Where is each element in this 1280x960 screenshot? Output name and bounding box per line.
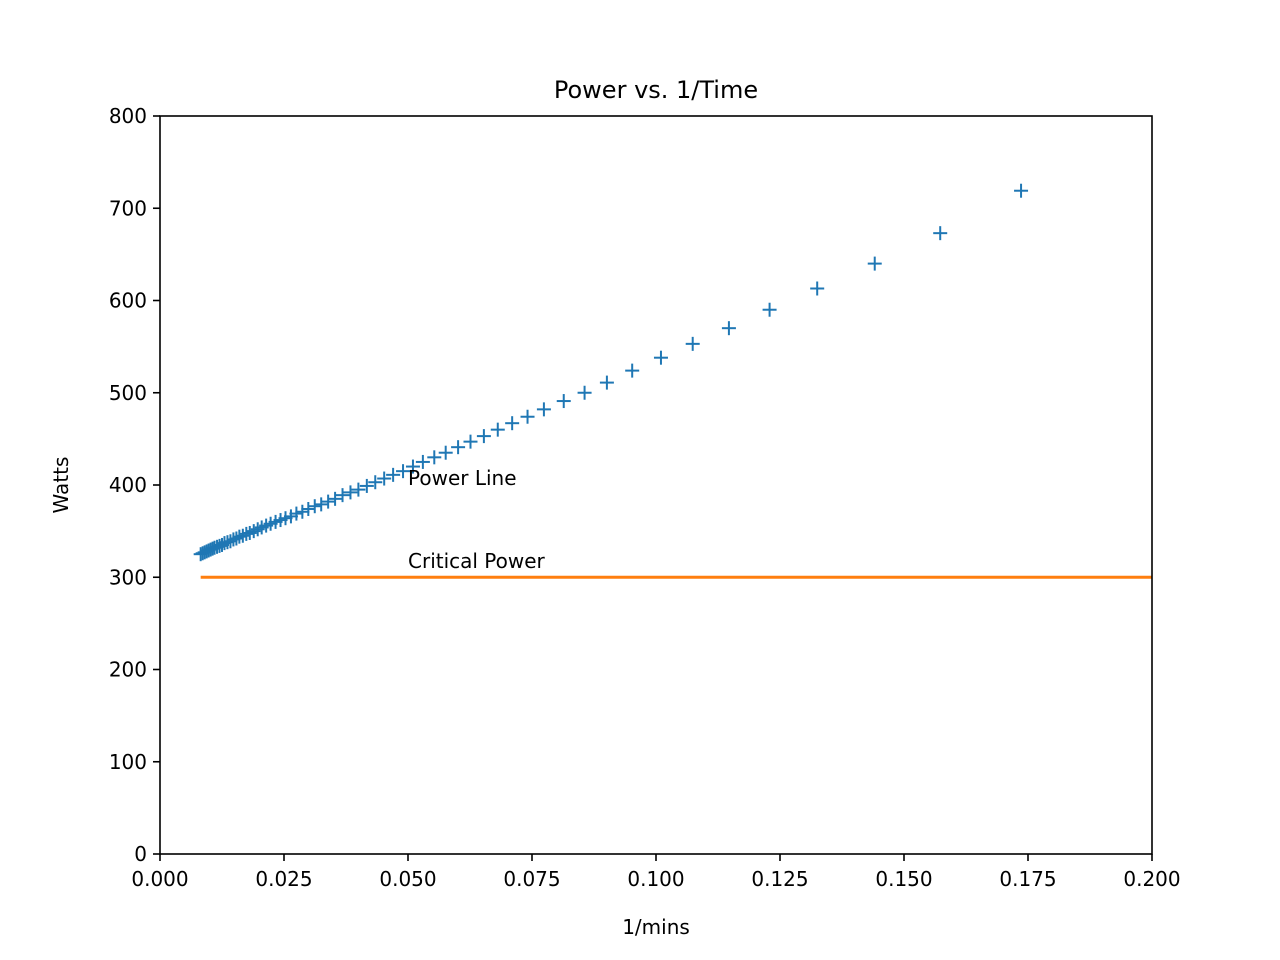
data-point [229,531,244,546]
y-tick-label: 600 [109,289,147,313]
annotation-label: Power Line [408,466,517,490]
data-point [762,302,777,317]
data-point [301,501,316,516]
data-point [867,256,882,271]
y-axis: 0 100 200 300 400 500 600 700 800 [109,104,160,866]
x-axis: 0.000 0.025 0.050 0.075 0.100 0.125 0.150 0.175… [131,854,1181,891]
data-point [351,482,366,497]
data-point [427,450,442,465]
data-point [405,459,420,474]
data-point [307,499,322,514]
data-point [396,464,411,479]
x-tick-label: 0.200 [1123,867,1180,891]
data-point [328,491,343,506]
y-tick-label: 200 [109,658,147,682]
x-tick-label: 0.075 [503,867,560,891]
data-point [321,494,336,509]
data-point [377,471,392,486]
plot-frame [159,115,1153,855]
data-point [223,534,238,549]
y-tick-label: 400 [109,473,147,497]
y-tick-label: 800 [109,104,147,128]
data-point [520,409,535,424]
y-tick-label: 300 [109,565,147,589]
data-point [810,281,825,296]
data-point [235,528,250,543]
data-point [335,488,350,503]
data-point [556,394,571,409]
y-tick-label: 700 [109,196,147,220]
x-tick-label: 0.175 [999,867,1056,891]
x-tick-label: 0.000 [131,867,188,891]
y-tick-label: 500 [109,381,147,405]
data-point [721,321,736,336]
data-point [685,336,700,351]
data-point [933,226,948,241]
data-point [505,416,520,431]
x-tick-label: 0.125 [751,867,808,891]
data-point [451,440,466,455]
data-point [368,475,383,490]
data-point [599,375,614,390]
x-axis-label: 1/mins [622,915,690,939]
data-point [536,402,551,417]
x-tick-label: 0.025 [255,867,312,891]
data-point [438,445,453,460]
y-tick-label: 100 [109,750,147,774]
data-point [490,422,505,437]
annotation-label: Critical Power [408,549,546,573]
data-point [386,467,401,482]
data-point [343,485,358,500]
data-point [314,497,329,512]
y-axis-label: Watts [49,457,73,514]
data-point [653,350,668,365]
x-tick-label: 0.100 [627,867,684,891]
data-point [625,363,640,378]
data-point [289,506,304,521]
data-point [359,478,374,493]
data-point [1014,183,1029,198]
y-tick-label: 0 [134,842,147,866]
data-point [463,434,478,449]
data-point [577,385,592,400]
chart-title: Power vs. 1/Time [554,76,758,104]
data-point [476,429,491,444]
x-tick-label: 0.150 [875,867,932,891]
data-point [295,504,310,519]
annotations: Power Line Critical Power [408,466,546,573]
data-point [415,454,430,469]
chart-marks [193,183,1152,579]
x-tick-label: 0.050 [379,867,436,891]
